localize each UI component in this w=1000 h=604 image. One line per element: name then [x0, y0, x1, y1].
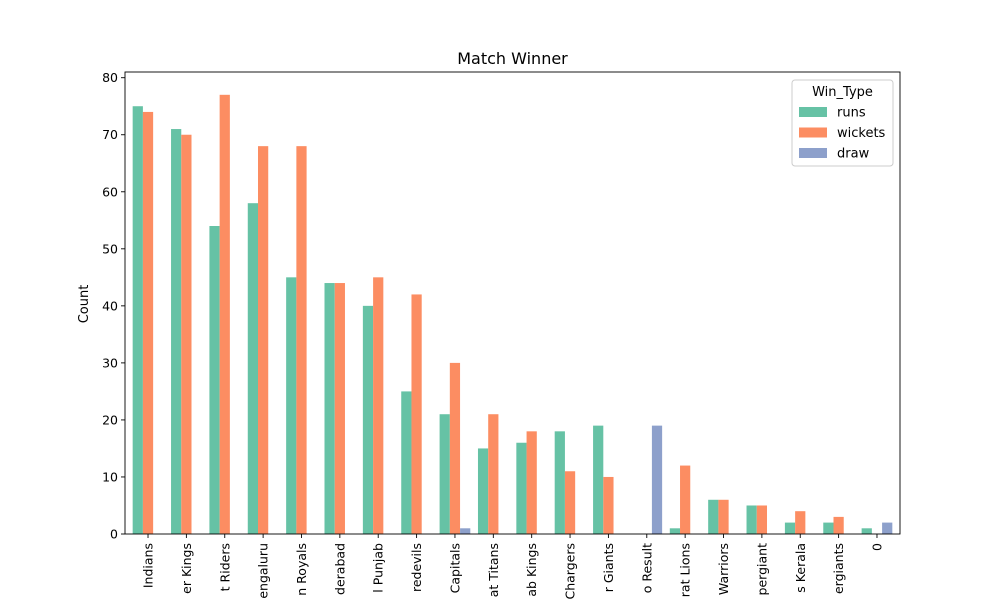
bar-runs-15 — [708, 499, 719, 534]
bar-wickets-0 — [142, 111, 154, 535]
bar-runs-11 — [554, 431, 565, 534]
legend-title: Win_Type — [812, 85, 873, 100]
bar-runs-12 — [593, 425, 604, 534]
x-tick-label: pergiant — [754, 543, 769, 596]
y-tick-label: 60 — [102, 184, 118, 199]
y-axis: 0 10 20 30 40 50 60 70 80 — [102, 70, 125, 542]
bar-draw-13 — [651, 425, 663, 534]
legend-label-wickets: wickets — [837, 126, 886, 141]
y-tick-label: 70 — [102, 127, 118, 142]
bar-runs-9 — [477, 448, 489, 534]
x-tick-label: rat Lions — [678, 543, 693, 597]
bar-wickets-12 — [603, 476, 614, 534]
bar-wickets-14 — [680, 465, 691, 534]
bar-runs-0 — [132, 106, 143, 534]
bar-wickets-8 — [449, 362, 461, 534]
x-tick-label: l Punjab — [371, 543, 386, 593]
bar-runs-18 — [823, 522, 834, 534]
bar-runs-4 — [286, 277, 297, 534]
x-tick-label: 0 — [869, 543, 884, 551]
legend-label-draw: draw — [837, 147, 870, 162]
bar-runs-10 — [516, 442, 527, 534]
bar-draw-8 — [460, 528, 471, 534]
bar-wickets-7 — [411, 294, 422, 534]
x-tick-label: er Kings — [179, 543, 194, 594]
y-tick-label: 50 — [102, 241, 118, 256]
x-tick-label: engaluru — [256, 543, 271, 599]
bar-runs-3 — [247, 203, 258, 534]
bar-wickets-1 — [181, 134, 192, 535]
bar-runs-5 — [324, 283, 335, 534]
legend-box — [791, 79, 894, 167]
x-axis: Indians er Kings t Riders engaluru n Royals d… — [141, 534, 884, 600]
x-tick-label: redevils — [409, 543, 424, 592]
x-tick-label: Chargers — [563, 543, 578, 600]
y-tick-label: 10 — [102, 469, 118, 484]
bar-runs-6 — [362, 305, 374, 534]
bar-wickets-5 — [334, 283, 345, 534]
y-axis-title: Count — [77, 285, 92, 324]
x-tick-label: ergiants — [831, 543, 846, 594]
x-tick-label: ab Kings — [524, 543, 539, 597]
bar-wickets-17 — [795, 511, 806, 534]
y-tick-label: 30 — [102, 355, 118, 370]
bar-wickets-6 — [373, 277, 384, 534]
bar-draw-19 — [882, 522, 893, 534]
x-tick-label: t Riders — [217, 543, 232, 591]
bar-wickets-18 — [833, 516, 844, 534]
bar-wickets-3 — [258, 146, 269, 534]
y-tick-label: 80 — [102, 70, 118, 85]
bar-runs-1 — [171, 129, 182, 535]
bar-runs-14 — [669, 528, 681, 534]
bar-wickets-16 — [756, 505, 767, 534]
y-tick-label: 20 — [102, 412, 118, 427]
bar-runs-17 — [784, 522, 796, 534]
x-tick-label: r Giants — [601, 543, 616, 592]
y-tick-label: 0 — [110, 527, 118, 542]
bar-runs-19 — [861, 528, 872, 534]
x-tick-label: derabad — [332, 543, 347, 595]
x-tick-label: Warriors — [716, 543, 731, 595]
y-tick-label: 40 — [102, 298, 118, 313]
bar-runs-2 — [209, 226, 220, 534]
bar-wickets-15 — [718, 499, 729, 534]
bars-group — [132, 94, 893, 535]
plot-frame — [124, 71, 901, 535]
legend-swatch-draw — [799, 148, 827, 158]
x-tick-label: o Result — [639, 543, 654, 593]
x-tick-label: s Kerala — [793, 543, 808, 593]
bar-runs-16 — [746, 505, 757, 534]
bar-wickets-2 — [219, 94, 230, 534]
bar-wickets-4 — [296, 146, 307, 534]
bar-runs-7 — [401, 391, 412, 534]
x-tick-label: n Royals — [294, 543, 309, 596]
bar-wickets-11 — [564, 471, 576, 534]
bar-wickets-9 — [488, 414, 499, 534]
x-tick-label: Capitals — [447, 543, 462, 593]
legend-swatch-runs — [799, 107, 827, 117]
bar-runs-8 — [439, 414, 450, 534]
legend-swatch-wickets — [799, 127, 827, 138]
x-tick-label: Indians — [141, 543, 156, 588]
legend-label-runs: runs — [837, 106, 866, 121]
x-tick-label: at Titans — [486, 543, 501, 597]
bar-wickets-10 — [526, 431, 537, 534]
chart-title: Match Winner — [457, 49, 568, 68]
